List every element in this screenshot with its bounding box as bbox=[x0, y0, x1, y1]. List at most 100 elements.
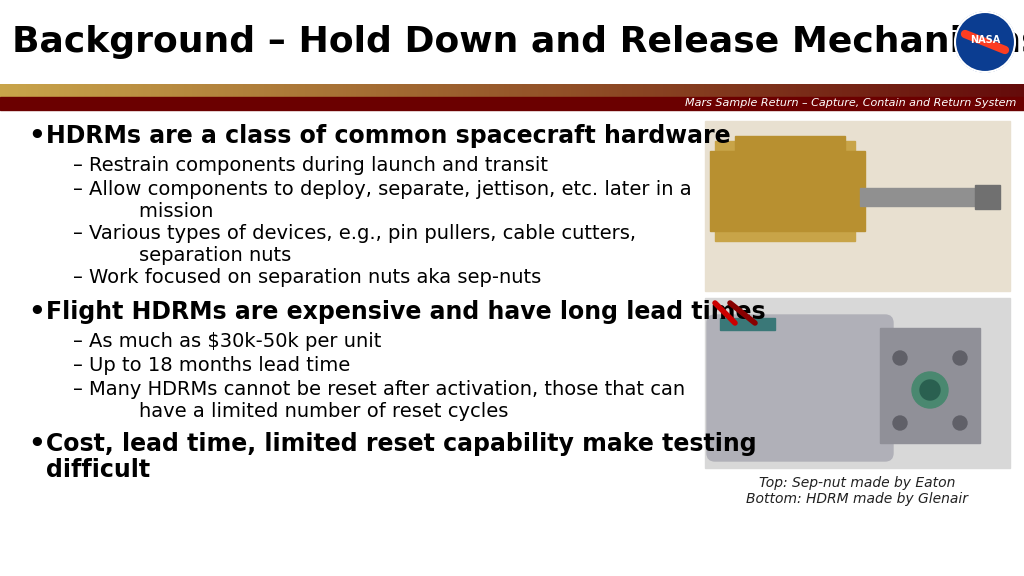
Bar bbox=[497, 84, 500, 97]
Bar bbox=[773, 84, 776, 97]
Bar bbox=[827, 84, 829, 97]
Bar bbox=[592, 84, 594, 97]
Bar bbox=[138, 84, 141, 97]
Bar bbox=[876, 84, 879, 97]
Bar bbox=[210, 84, 213, 97]
Bar bbox=[404, 84, 408, 97]
Bar bbox=[860, 188, 980, 206]
Bar bbox=[205, 84, 208, 97]
Bar bbox=[1019, 84, 1022, 97]
Bar bbox=[855, 84, 858, 97]
Bar bbox=[530, 84, 532, 97]
Bar bbox=[418, 84, 420, 97]
Bar bbox=[901, 84, 904, 97]
Bar bbox=[451, 84, 454, 97]
Bar bbox=[422, 84, 425, 97]
Bar bbox=[61, 84, 65, 97]
Bar bbox=[476, 84, 479, 97]
Bar bbox=[381, 84, 384, 97]
Bar bbox=[74, 84, 77, 97]
Bar bbox=[430, 84, 433, 97]
Circle shape bbox=[953, 351, 967, 365]
Bar bbox=[582, 84, 584, 97]
Bar bbox=[735, 136, 845, 151]
Bar bbox=[438, 84, 440, 97]
Bar bbox=[686, 84, 689, 97]
Bar bbox=[625, 84, 628, 97]
Bar bbox=[858, 84, 860, 97]
Text: HDRMs are a class of common spacecraft hardware: HDRMs are a class of common spacecraft h… bbox=[46, 124, 731, 148]
Bar bbox=[82, 84, 85, 97]
Text: •: • bbox=[28, 432, 45, 458]
Bar bbox=[937, 84, 940, 97]
Bar bbox=[896, 84, 899, 97]
Bar bbox=[15, 84, 18, 97]
Circle shape bbox=[920, 380, 940, 400]
Bar bbox=[156, 84, 159, 97]
Bar bbox=[445, 84, 449, 97]
Bar bbox=[123, 84, 126, 97]
Bar bbox=[756, 84, 758, 97]
Bar bbox=[1004, 84, 1007, 97]
Bar bbox=[906, 84, 909, 97]
Bar bbox=[947, 84, 950, 97]
Bar bbox=[1012, 84, 1014, 97]
Bar bbox=[807, 84, 809, 97]
Bar bbox=[568, 84, 571, 97]
Bar bbox=[59, 84, 61, 97]
Text: –: – bbox=[73, 380, 83, 399]
Bar bbox=[565, 84, 568, 97]
Bar bbox=[504, 84, 507, 97]
Bar bbox=[666, 84, 669, 97]
Bar bbox=[710, 151, 865, 231]
Bar bbox=[664, 84, 666, 97]
Bar bbox=[981, 84, 983, 97]
Bar bbox=[819, 84, 822, 97]
Bar bbox=[264, 84, 266, 97]
Bar bbox=[842, 84, 845, 97]
Bar bbox=[829, 84, 833, 97]
Bar bbox=[29, 84, 31, 97]
Bar bbox=[548, 84, 551, 97]
Bar bbox=[553, 84, 556, 97]
Bar bbox=[735, 84, 737, 97]
Bar bbox=[589, 84, 592, 97]
Bar bbox=[696, 84, 699, 97]
Bar bbox=[555, 84, 558, 97]
Bar bbox=[630, 84, 633, 97]
Text: Mars Sample Return – Capture, Contain and Return System: Mars Sample Return – Capture, Contain an… bbox=[685, 98, 1016, 108]
Bar bbox=[307, 84, 310, 97]
Bar bbox=[312, 84, 315, 97]
Bar bbox=[2, 84, 5, 97]
Bar bbox=[461, 84, 464, 97]
Bar bbox=[113, 84, 116, 97]
Bar bbox=[289, 84, 292, 97]
Bar bbox=[266, 84, 269, 97]
Bar bbox=[1006, 84, 1009, 97]
Bar bbox=[77, 84, 80, 97]
Bar bbox=[579, 84, 582, 97]
Bar bbox=[1022, 84, 1024, 97]
Bar bbox=[776, 84, 778, 97]
Bar bbox=[43, 84, 46, 97]
Bar bbox=[111, 84, 113, 97]
Text: •: • bbox=[28, 300, 45, 326]
Bar bbox=[889, 84, 891, 97]
Bar bbox=[415, 84, 418, 97]
Bar bbox=[118, 84, 121, 97]
Bar bbox=[319, 84, 323, 97]
Bar bbox=[39, 84, 41, 97]
Bar bbox=[459, 84, 461, 97]
Bar bbox=[473, 84, 476, 97]
Bar bbox=[343, 84, 346, 97]
Bar bbox=[254, 84, 256, 97]
Bar bbox=[90, 84, 92, 97]
Bar bbox=[102, 84, 105, 97]
Bar bbox=[571, 84, 573, 97]
Bar bbox=[336, 84, 338, 97]
Bar bbox=[788, 84, 792, 97]
Bar bbox=[623, 84, 625, 97]
Bar bbox=[705, 121, 1010, 291]
Bar bbox=[166, 84, 169, 97]
Bar bbox=[715, 84, 717, 97]
